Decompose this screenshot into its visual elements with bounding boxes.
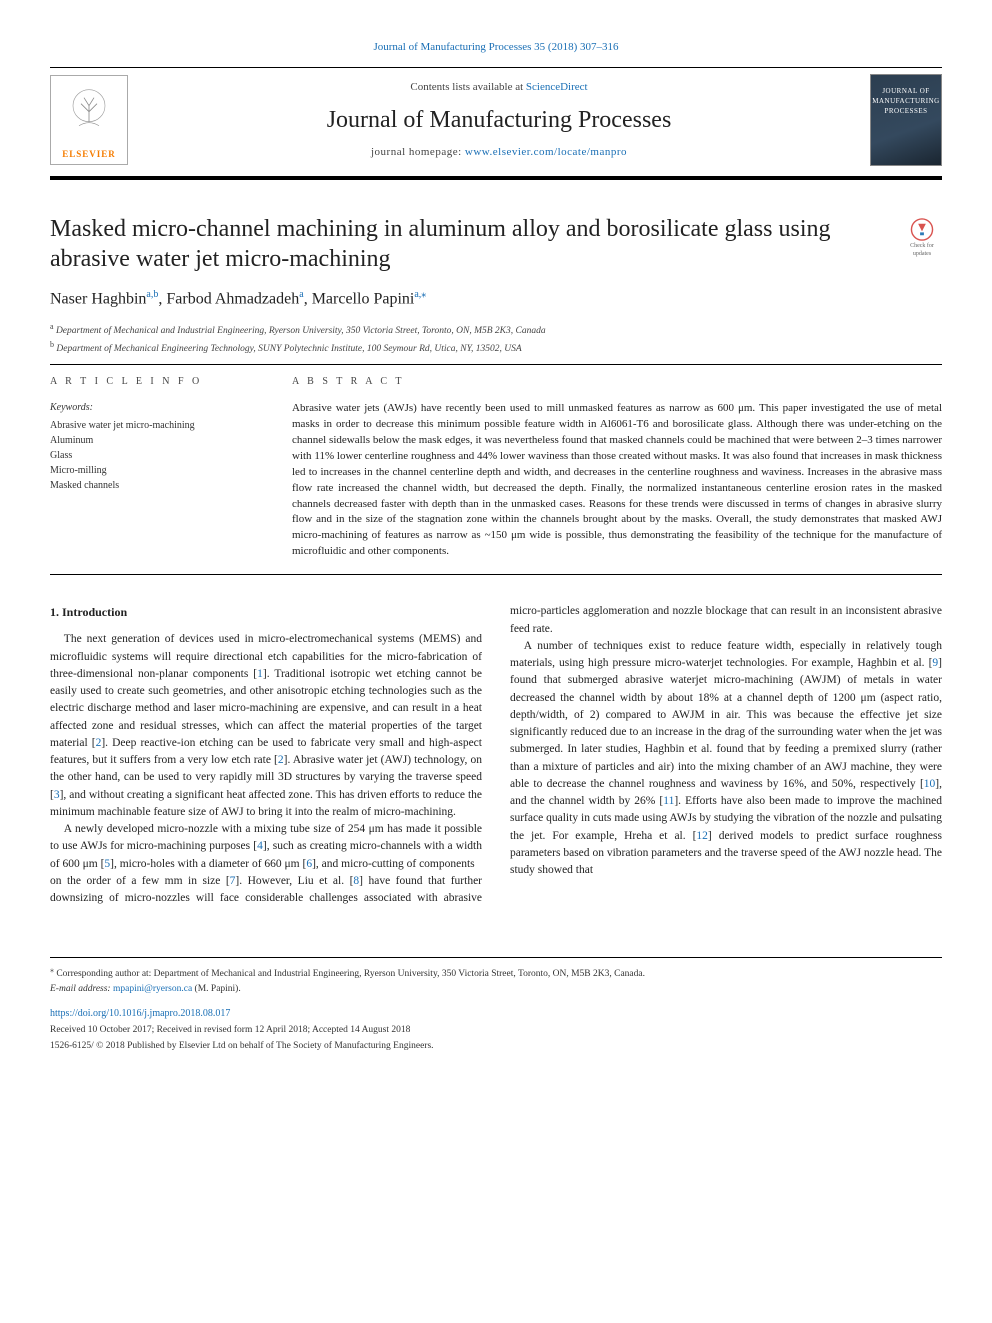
citation-link[interactable]: 7 xyxy=(230,875,236,887)
article-info-column: A R T I C L E I N F O Keywords: Abrasive… xyxy=(50,375,260,560)
email-line: E-mail address: mpapini@ryerson.ca (M. P… xyxy=(50,982,942,996)
body-paragraph: A number of techniques exist to reduce f… xyxy=(510,638,942,880)
title-text: Masked micro-channel machining in alumin… xyxy=(50,216,831,272)
homepage-link[interactable]: www.elsevier.com/locate/manpro xyxy=(465,146,627,158)
cover-line: MANUFACTURING xyxy=(872,97,939,107)
citation-link[interactable]: 5 xyxy=(104,858,110,870)
affiliation-b: b Department of Mechanical Engineering T… xyxy=(50,339,942,356)
article-info-heading: A R T I C L E I N F O xyxy=(50,375,260,389)
affil-link[interactable]: a xyxy=(299,289,303,300)
crossmark-icon xyxy=(910,218,934,241)
publisher-name: ELSEVIER xyxy=(62,148,116,161)
author: Farbod Ahmadzadeh xyxy=(166,291,299,308)
citation-link[interactable]: 10 xyxy=(924,778,936,790)
copyright-line: 1526-6125/ © 2018 Published by Elsevier … xyxy=(50,1039,942,1053)
author: Naser Haghbin xyxy=(50,291,146,308)
citation-link[interactable]: 11 xyxy=(663,795,674,807)
citation-link[interactable]: 2 xyxy=(96,737,102,749)
abstract-text: Abrasive water jets (AWJs) have recently… xyxy=(292,401,942,560)
article-header: Masked micro-channel machining in alumin… xyxy=(50,214,942,356)
footnotes: ⁎ Corresponding author at: Department of… xyxy=(50,957,942,1053)
running-head: Journal of Manufacturing Processes 35 (2… xyxy=(50,40,942,55)
keyword: Glass xyxy=(50,448,260,463)
sciencedirect-link[interactable]: ScienceDirect xyxy=(526,81,588,93)
divider xyxy=(50,364,942,365)
article-body: 1. Introduction The next generation of d… xyxy=(50,603,942,907)
keyword: Masked channels xyxy=(50,478,260,493)
journal-title: Journal of Manufacturing Processes xyxy=(140,104,858,138)
cover-line: JOURNAL OF xyxy=(882,87,929,97)
journal-header: ELSEVIER Contents lists available at Sci… xyxy=(50,67,942,180)
journal-cover-thumbnail: JOURNAL OF MANUFACTURING PROCESSES xyxy=(870,74,942,166)
running-head-link[interactable]: Journal of Manufacturing Processes 35 (2… xyxy=(373,41,618,53)
abstract-heading: A B S T R A C T xyxy=(292,375,942,389)
citation-link[interactable]: 8 xyxy=(353,875,359,887)
author-list: Naser Haghbina,b, Farbod Ahmadzadeha, Ma… xyxy=(50,288,942,311)
keywords-list: Abrasive water jet micro-machining Alumi… xyxy=(50,418,260,493)
citation-link[interactable]: 6 xyxy=(306,858,312,870)
body-paragraph: The next generation of devices used in m… xyxy=(50,631,482,821)
cover-line: PROCESSES xyxy=(884,107,927,117)
corresponding-author-note: ⁎ Corresponding author at: Department of… xyxy=(50,964,942,981)
article-title: Masked micro-channel machining in alumin… xyxy=(50,214,942,274)
keywords-heading: Keywords: xyxy=(50,401,260,415)
article-history: Received 10 October 2017; Received in re… xyxy=(50,1023,942,1037)
body-paragraph: A newly developed micro-nozzle with a mi… xyxy=(50,821,482,873)
doi-link[interactable]: https://doi.org/10.1016/j.jmapro.2018.08… xyxy=(50,1008,230,1019)
doi-line: https://doi.org/10.1016/j.jmapro.2018.08… xyxy=(50,1006,942,1021)
affil-link[interactable]: a,b xyxy=(146,289,158,300)
info-abstract-row: A R T I C L E I N F O Keywords: Abrasive… xyxy=(50,375,942,575)
email-link[interactable]: mpapini@ryerson.ca xyxy=(113,984,192,994)
header-center: Contents lists available at ScienceDirec… xyxy=(140,80,858,160)
keyword: Micro-milling xyxy=(50,463,260,478)
affiliation-a: a Department of Mechanical and Industria… xyxy=(50,321,942,338)
citation-link[interactable]: 3 xyxy=(54,789,60,801)
contents-line: Contents lists available at ScienceDirec… xyxy=(140,80,858,95)
citation-link[interactable]: 2 xyxy=(278,754,284,766)
citation-link[interactable]: 1 xyxy=(257,668,263,680)
affiliations: a Department of Mechanical and Industria… xyxy=(50,321,942,356)
citation-link[interactable]: 4 xyxy=(257,840,263,852)
citation-link[interactable]: 9 xyxy=(932,657,938,669)
elsevier-tree-icon xyxy=(59,80,119,147)
citation-link[interactable]: 12 xyxy=(696,830,708,842)
abstract-column: A B S T R A C T Abrasive water jets (AWJ… xyxy=(292,375,942,560)
publisher-logo: ELSEVIER xyxy=(50,75,128,165)
keyword: Abrasive water jet micro-machining xyxy=(50,418,260,433)
keyword: Aluminum xyxy=(50,433,260,448)
check-updates-badge[interactable]: Check for updates xyxy=(902,218,942,258)
author: Marcello Papini xyxy=(312,291,415,308)
corresponding-link[interactable]: ⁎ xyxy=(421,289,426,300)
section-1-heading: 1. Introduction xyxy=(50,603,482,621)
homepage-line: journal homepage: www.elsevier.com/locat… xyxy=(140,145,858,160)
